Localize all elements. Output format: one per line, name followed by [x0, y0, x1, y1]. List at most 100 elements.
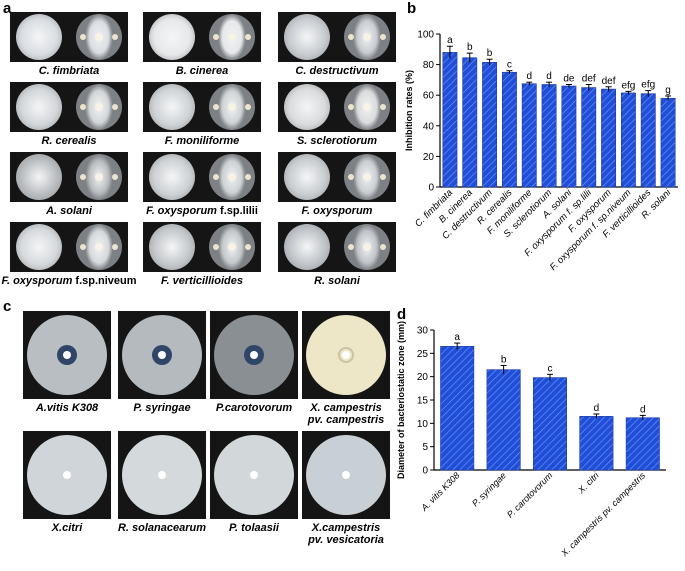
fungal-plate-caption: S. sclerotiorum [258, 135, 416, 147]
plate-photo [10, 12, 128, 62]
species-name: C. fimbriata [38, 65, 100, 77]
significance-letter: g [665, 85, 671, 96]
x-tick-label: A. vitis K308 [418, 470, 461, 513]
fungal-plug [228, 173, 236, 181]
fungal-plate-cell: F. moniliforme [143, 82, 261, 148]
y-tick-label: 60 [423, 91, 435, 102]
control-dish [149, 84, 195, 130]
y-tick-label: 100 [417, 30, 434, 41]
forma-specialis: f.sp.lilii [216, 205, 258, 217]
fungal-plug [228, 243, 236, 251]
antagonist-plug [80, 104, 86, 110]
bacterial-plate-caption: R. solanacearum [98, 522, 226, 534]
y-tick-label: 5 [422, 442, 428, 453]
antagonist-plug [112, 244, 118, 250]
antagonist-plug [245, 34, 251, 40]
antagonist-plug [213, 174, 219, 180]
bar [660, 97, 676, 188]
species-name: F. oxysporum [301, 205, 373, 217]
significance-letter: a [454, 332, 460, 343]
fungal-plate-cell: C. fimbriata [10, 12, 128, 78]
antagonist-plug [348, 34, 354, 40]
y-axis-label: Inhibition rates (%) [404, 70, 414, 151]
treatment-dish [209, 14, 255, 60]
antagonist-plug [213, 34, 219, 40]
species-name: F. oxysporum [146, 205, 217, 217]
control-dish [16, 154, 62, 200]
antagonist-plug [112, 174, 118, 180]
bacterial-plate-caption: A.vitis K308 [3, 402, 131, 414]
agar-dish [214, 315, 294, 395]
treatment-dish [344, 224, 390, 270]
control-dish [149, 14, 195, 60]
panel-label-a: a [3, 0, 12, 17]
plate-photo [302, 311, 390, 399]
strain-name-line-1: P.carotovorum [215, 402, 293, 414]
bacterial-plate-cell: P. syringae [118, 311, 206, 429]
y-tick-label: 15 [417, 396, 429, 407]
plate-photo [10, 82, 128, 132]
species-name: C. destructivum [295, 65, 379, 77]
treatment-dish [76, 84, 122, 130]
antagonist-plug [380, 174, 386, 180]
agar-dish [122, 315, 202, 395]
fungal-plate-caption: F. oxysporum [258, 205, 416, 217]
y-tick-label: 25 [417, 349, 429, 360]
bacterial-plate-caption: X.citri [3, 522, 131, 534]
bacterial-plate-caption: P. syringae [98, 402, 226, 414]
bar [541, 84, 557, 188]
antagonist-colony [250, 351, 258, 359]
antagonist-colony [158, 351, 166, 359]
antagonist-plug [348, 244, 354, 250]
antagonist-colony [63, 351, 71, 359]
y-tick-label: 80 [423, 60, 435, 71]
plate-photo [278, 222, 396, 272]
bar [462, 57, 478, 188]
bar [442, 52, 458, 188]
bacteriostatic-zone-chart: 0 5 10 15 20 25 30 Diameter of bacteriostatic z… [396, 321, 666, 559]
strain-name-line-2: pv. vesicatoria [308, 534, 384, 546]
bacterial-plate-caption: X.campestris pv. vesicatoria [282, 522, 410, 546]
strain-name-line-1: P. syringae [133, 402, 191, 414]
species-name: R. cerealis [41, 135, 97, 147]
fungal-plug [95, 103, 103, 111]
antagonist-plug [380, 244, 386, 250]
significance-letter: c [548, 363, 553, 374]
y-axis-label: Diameter of bacteriostatic zone (mm) [396, 321, 406, 479]
fungal-plug [228, 33, 236, 41]
antagonist-plug [213, 244, 219, 250]
bar [486, 369, 521, 471]
antagonist-plug [112, 104, 118, 110]
strain-name-line-1: X.campestris [311, 522, 381, 534]
bacterial-plate-caption: X. campestris pv. campestris [282, 402, 410, 426]
control-dish [284, 224, 330, 270]
significance-letter: d [546, 71, 552, 82]
y-tick-label: 20 [417, 372, 429, 383]
treatment-dish [209, 154, 255, 200]
plate-photo [23, 431, 111, 519]
bar [601, 88, 617, 188]
panel-label-b: b [407, 0, 417, 17]
x-tick-label: X. campestris pv. campestris [559, 470, 648, 559]
panel-label-c: c [3, 298, 12, 315]
significance-letter: efg [641, 80, 655, 91]
fungal-plate-caption: C. fimbriata [0, 65, 148, 77]
inhibition-zone [338, 347, 354, 363]
fungal-plug [95, 173, 103, 181]
fungal-plate-caption: F. oxysporum f.sp.lilii [123, 205, 281, 217]
panel-label-d: d [397, 306, 407, 323]
fungal-plate-caption: R. cerealis [0, 135, 148, 147]
strain-name-line-1: R. solanacearum [117, 522, 207, 534]
plate-photo [10, 152, 128, 202]
fungal-plug [95, 33, 103, 41]
significance-letter: b [501, 354, 507, 365]
antagonist-colony [63, 471, 71, 479]
strain-name-line-1: A.vitis K308 [35, 402, 99, 414]
significance-letter: def [582, 73, 596, 84]
treatment-dish [209, 224, 255, 270]
fungal-plug [363, 243, 371, 251]
plate-photo [143, 12, 261, 62]
control-dish [16, 14, 62, 60]
bacterial-plate-cell: X.campestris pv. vesicatoria [302, 431, 390, 549]
bar [581, 87, 597, 188]
